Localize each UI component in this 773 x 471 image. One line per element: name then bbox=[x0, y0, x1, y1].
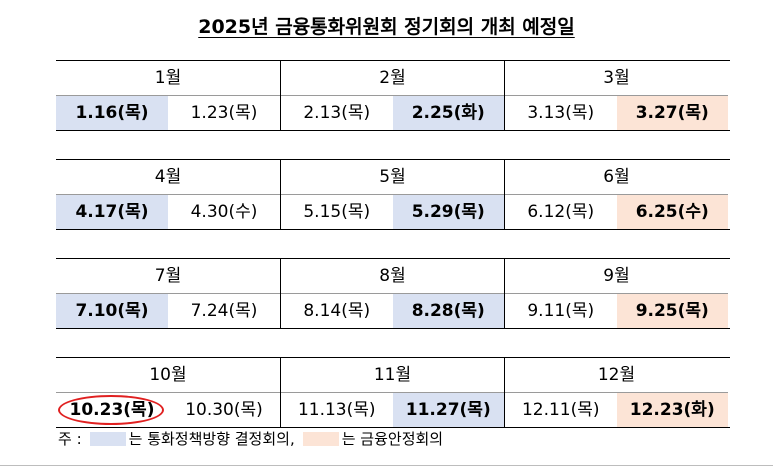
date-text: 2.13(목) bbox=[303, 103, 371, 123]
legend-stability-label: 는 금융안정회의 bbox=[341, 430, 444, 448]
month-label: 10월 bbox=[56, 358, 280, 393]
month-label: 1월 bbox=[56, 61, 280, 96]
meeting-date: 6.12(목) bbox=[505, 195, 617, 229]
legend-swatch-stability bbox=[302, 431, 339, 446]
bottom-divider bbox=[0, 465, 773, 466]
page-title: 2025년 금융통화위원회 정기회의 개최 예정일 bbox=[0, 12, 773, 39]
legend-prefix: 주 : bbox=[58, 430, 82, 448]
date-text: 5.15(목) bbox=[303, 202, 371, 222]
policy-meeting-date: 7.10(목) bbox=[56, 294, 168, 328]
meeting-date: 8.14(목) bbox=[281, 294, 393, 328]
month-label: 11월 bbox=[281, 358, 504, 393]
meeting-date: 10.30(목) bbox=[168, 393, 280, 427]
meeting-date: 1.23(목) bbox=[168, 96, 280, 130]
date-text: 2.25(화) bbox=[411, 103, 485, 123]
month-cell: 11월 11.13(목) 11.27(목) bbox=[280, 358, 504, 427]
policy-meeting-date: 5.29(목) bbox=[392, 195, 504, 229]
meeting-date: 9.11(목) bbox=[505, 294, 617, 328]
date-text: 10.23(목) bbox=[69, 400, 155, 420]
month-label: 9월 bbox=[505, 259, 728, 294]
month-label: 4월 bbox=[56, 160, 280, 195]
meeting-dates: 5.15(목) 5.29(목) bbox=[281, 195, 504, 229]
meeting-date: 10.23(목) bbox=[56, 393, 168, 427]
date-text: 7.10(목) bbox=[75, 301, 149, 321]
quarter-row: 4월 4.17(목) 4.30(수) 5월 5.15(목) 5.29(목) 6월 6.12(목… bbox=[56, 159, 730, 230]
date-text: 12.23(화) bbox=[629, 400, 715, 420]
meeting-dates: 8.14(목) 8.28(목) bbox=[281, 294, 504, 328]
meeting-dates: 4.17(목) 4.30(수) bbox=[56, 195, 280, 229]
title-text: 2025년 금융통화위원회 정기회의 개최 예정일 bbox=[198, 16, 575, 38]
policy-meeting-date: 1.16(목) bbox=[56, 96, 168, 130]
month-label: 3월 bbox=[505, 61, 728, 96]
month-cell: 3월 3.13(목) 3.27(목) bbox=[504, 61, 728, 130]
month-cell: 10월 10.23(목) 10.30(목) bbox=[56, 358, 280, 427]
month-cell: 7월 7.10(목) 7.24(목) bbox=[56, 259, 280, 328]
stability-meeting-date: 6.25(수) bbox=[616, 195, 728, 229]
month-cell: 1월 1.16(목) 1.23(목) bbox=[56, 61, 280, 130]
date-text: 4.17(목) bbox=[75, 202, 149, 222]
legend-swatch-policy bbox=[89, 431, 126, 446]
quarter-row: 7월 7.10(목) 7.24(목) 8월 8.14(목) 8.28(목) 9월 9.11(목… bbox=[56, 258, 730, 329]
month-label: 7월 bbox=[56, 259, 280, 294]
date-text: 5.29(목) bbox=[411, 202, 485, 222]
meeting-dates: 2.13(목) 2.25(화) bbox=[281, 96, 504, 130]
date-text: 9.25(목) bbox=[635, 301, 709, 321]
date-text: 6.12(목) bbox=[527, 202, 595, 222]
month-label: 8월 bbox=[281, 259, 504, 294]
policy-meeting-date: 11.27(목) bbox=[392, 393, 504, 427]
month-label: 6월 bbox=[505, 160, 728, 195]
date-text: 12.11(목) bbox=[521, 400, 600, 420]
month-label: 5월 bbox=[281, 160, 504, 195]
date-text: 9.11(목) bbox=[527, 301, 595, 321]
date-text: 8.14(목) bbox=[303, 301, 371, 321]
stability-meeting-date: 3.27(목) bbox=[616, 96, 728, 130]
date-text: 1.23(목) bbox=[190, 103, 258, 123]
month-label: 2월 bbox=[281, 61, 504, 96]
meeting-dates: 1.16(목) 1.23(목) bbox=[56, 96, 280, 130]
date-text: 4.30(수) bbox=[190, 202, 258, 222]
meeting-date: 5.15(목) bbox=[281, 195, 393, 229]
month-cell: 4월 4.17(목) 4.30(수) bbox=[56, 160, 280, 229]
quarter-row: 1월 1.16(목) 1.23(목) 2월 2.13(목) 2.25(화) 3월 3.13(목… bbox=[56, 60, 730, 131]
stability-meeting-date: 9.25(목) bbox=[616, 294, 728, 328]
meeting-date: 2.13(목) bbox=[281, 96, 393, 130]
month-cell: 9월 9.11(목) 9.25(목) bbox=[504, 259, 728, 328]
date-text: 8.28(목) bbox=[411, 301, 485, 321]
quarter-row: 10월 10.23(목) 10.30(목) 11월 11.13(목) 11.27(목) 12… bbox=[56, 357, 730, 428]
meeting-date: 7.24(목) bbox=[168, 294, 280, 328]
stability-meeting-date: 12.23(화) bbox=[616, 393, 728, 427]
date-text: 1.16(목) bbox=[75, 103, 149, 123]
policy-meeting-date: 8.28(목) bbox=[392, 294, 504, 328]
date-text: 3.13(목) bbox=[527, 103, 595, 123]
meeting-dates: 6.12(목) 6.25(수) bbox=[505, 195, 728, 229]
month-label: 12월 bbox=[505, 358, 728, 393]
legend-policy-label: 는 통화정책방향 결정회의, bbox=[128, 430, 295, 448]
date-text: 10.30(목) bbox=[185, 400, 263, 420]
meeting-date: 3.13(목) bbox=[505, 96, 617, 130]
meeting-dates: 3.13(목) 3.27(목) bbox=[505, 96, 728, 130]
month-cell: 5월 5.15(목) 5.29(목) bbox=[280, 160, 504, 229]
meeting-dates: 7.10(목) 7.24(목) bbox=[56, 294, 280, 328]
meeting-date: 4.30(수) bbox=[168, 195, 280, 229]
month-cell: 6월 6.12(목) 6.25(수) bbox=[504, 160, 728, 229]
meeting-dates: 9.11(목) 9.25(목) bbox=[505, 294, 728, 328]
month-cell: 12월 12.11(목) 12.23(화) bbox=[504, 358, 728, 427]
meeting-date: 11.13(목) bbox=[281, 393, 393, 427]
date-text: 6.25(수) bbox=[635, 202, 709, 222]
meeting-dates: 10.23(목) 10.30(목) bbox=[56, 393, 280, 427]
month-cell: 8월 8.14(목) 8.28(목) bbox=[280, 259, 504, 328]
meeting-date: 12.11(목) bbox=[505, 393, 617, 427]
date-text: 7.24(목) bbox=[190, 301, 258, 321]
month-cell: 2월 2.13(목) 2.25(화) bbox=[280, 61, 504, 130]
date-text: 3.27(목) bbox=[635, 103, 709, 123]
policy-meeting-date: 2.25(화) bbox=[392, 96, 504, 130]
policy-meeting-date: 4.17(목) bbox=[56, 195, 168, 229]
schedule-table: 1월 1.16(목) 1.23(목) 2월 2.13(목) 2.25(화) 3월 3.13(목… bbox=[56, 60, 730, 428]
meeting-dates: 12.11(목) 12.23(화) bbox=[505, 393, 728, 427]
meeting-dates: 11.13(목) 11.27(목) bbox=[281, 393, 504, 427]
date-text: 11.27(목) bbox=[405, 400, 491, 420]
legend: 주 : 는 통화정책방향 결정회의, 는 금융안정회의 bbox=[58, 428, 443, 449]
date-text: 11.13(목) bbox=[297, 400, 376, 420]
